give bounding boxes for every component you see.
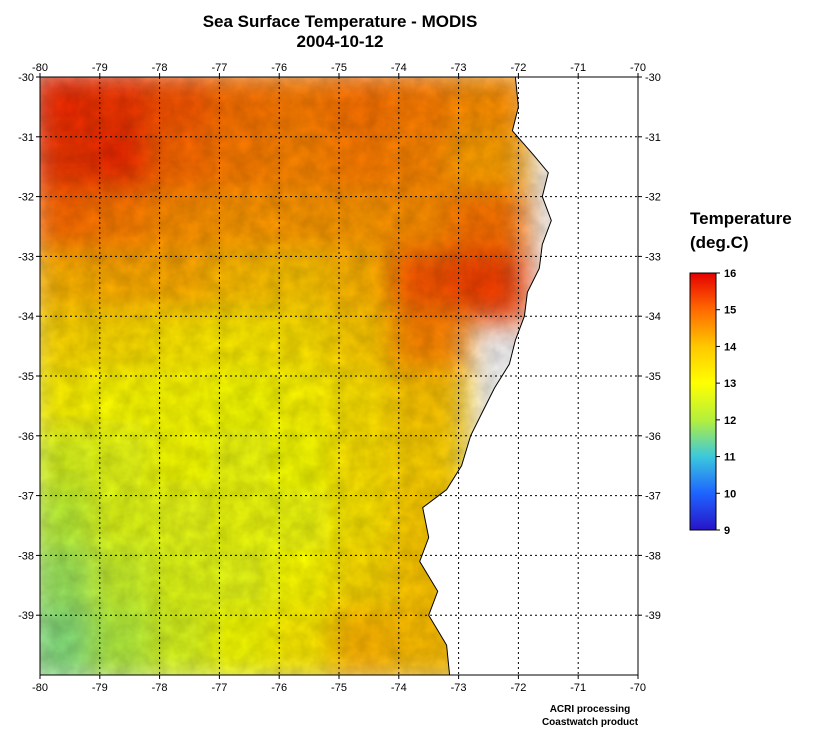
x-ticks-top: -80 -79 -78 -77 -76 -75 -74 -73 -72 -71 -70: [32, 62, 646, 77]
y-tick-label-left: -30: [18, 72, 34, 84]
map-title: Sea Surface Temperature - MODIS: [202, 12, 478, 31]
y-tick-label-right: -39: [645, 610, 661, 622]
legend-title: Temperature: [690, 209, 792, 228]
x-tick-label-top: -71: [570, 62, 586, 74]
coastline: [419, 77, 552, 675]
x-tick-label-bottom: -80: [32, 682, 48, 694]
x-tick-label-bottom: -70: [630, 682, 646, 694]
y-tick-label-left: -34: [18, 311, 34, 323]
x-tick-label-bottom: -72: [510, 682, 526, 694]
y-ticks-left: -30 -31 -32 -33 -34 -35 -36 -37 -38 -39: [18, 72, 40, 622]
x-tick-label-top: -79: [92, 62, 108, 74]
y-tick-label-right: -36: [645, 431, 661, 443]
x-tick-label-top: -72: [510, 62, 526, 74]
y-tick-label-left: -39: [18, 610, 34, 622]
colorbar-ticks: 16 15 14 13 12 11 10 9: [716, 268, 737, 537]
colorbar-tick-label: 9: [724, 525, 730, 537]
x-tick-label-top: -74: [391, 62, 407, 74]
y-tick-label-right: -34: [645, 311, 661, 323]
x-tick-label-top: -75: [331, 62, 347, 74]
x-ticks-bottom: -80 -79 -78 -77 -76 -75 -74 -73 -72 -71 -70: [32, 675, 646, 694]
x-tick-label-bottom: -77: [211, 682, 227, 694]
y-tick-label-left: -31: [18, 132, 34, 144]
x-tick-label-bottom: -73: [451, 682, 467, 694]
y-tick-label-left: -32: [18, 192, 34, 204]
y-tick-label-left: -33: [18, 251, 34, 263]
x-tick-label-top: -80: [32, 62, 48, 74]
legend-unit: (deg.C): [690, 233, 749, 252]
y-tick-label-right: -38: [645, 550, 661, 562]
x-tick-label-bottom: -78: [152, 682, 168, 694]
colorbar-tick-label: 11: [724, 452, 736, 464]
y-tick-label-left: -37: [18, 491, 34, 503]
colorbar-tick-label: 14: [724, 341, 737, 353]
colorbar-tick-label: 10: [724, 488, 736, 500]
y-tick-label-right: -35: [645, 371, 661, 383]
y-tick-label-left: -38: [18, 550, 34, 562]
land-area: [419, 77, 638, 675]
y-tick-label-right: -37: [645, 491, 661, 503]
y-tick-label-left: -36: [18, 431, 34, 443]
colorbar-tick-label: 15: [724, 305, 736, 317]
x-tick-label-top: -70: [630, 62, 646, 74]
credit-product: Coastwatch product: [541, 717, 639, 728]
x-tick-label-top: -76: [271, 62, 287, 74]
colorbar-tick-label: 13: [724, 378, 736, 390]
y-tick-label-right: -33: [645, 251, 661, 263]
y-tick-label-right: -31: [645, 132, 661, 144]
sst-field: [40, 77, 638, 675]
y-tick-label-left: -35: [18, 371, 34, 383]
x-tick-label-bottom: -75: [331, 682, 347, 694]
map-subtitle: 2004-10-12: [296, 32, 384, 51]
x-tick-label-bottom: -79: [92, 682, 108, 694]
x-tick-label-bottom: -74: [391, 682, 407, 694]
x-tick-label-top: -78: [152, 62, 168, 74]
colorbar-tick-label: 12: [724, 415, 736, 427]
colorbar-tick-label: 16: [724, 268, 736, 280]
y-tick-label-right: -30: [645, 72, 661, 84]
y-ticks-right: -30 -31 -32 -33 -34 -35 -36 -37 -38 -39: [638, 72, 661, 622]
x-tick-label-bottom: -76: [271, 682, 287, 694]
x-tick-label-top: -73: [451, 62, 467, 74]
y-tick-label-right: -32: [645, 192, 661, 204]
x-tick-label-bottom: -71: [570, 682, 586, 694]
colorbar: [689, 272, 717, 531]
x-tick-label-top: -77: [211, 62, 227, 74]
credit-processing: ACRI processing: [549, 704, 631, 715]
